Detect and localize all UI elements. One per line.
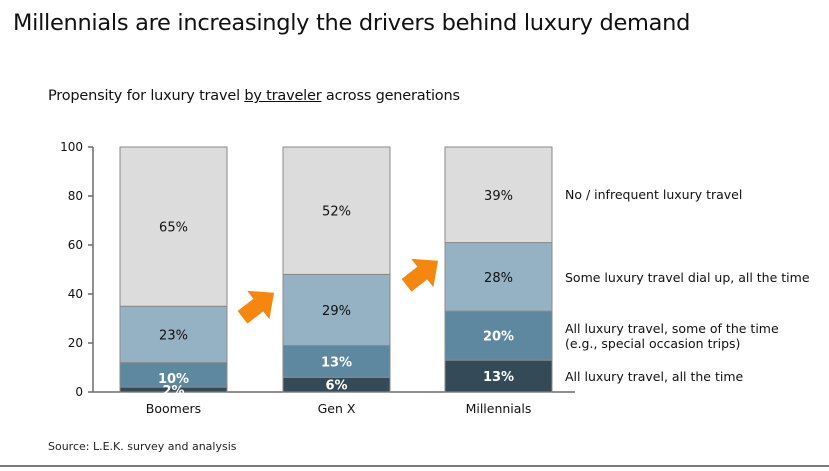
bars: 2%10% 23% 65% 6% 13% 29% 52% 13% 20% 28% 39% — [119, 146, 553, 399]
bar-segment — [119, 305, 228, 364]
y-tick-label: 20 — [68, 336, 83, 350]
bar-segment — [282, 344, 391, 378]
subtitle-text-underlined: by traveler — [244, 88, 322, 104]
x-tick-label: Boomers — [146, 401, 201, 416]
y-tick-label: 100 — [60, 140, 83, 154]
data-label: 65% — [159, 221, 188, 236]
data-label: 23% — [159, 328, 188, 343]
x-tick-label: Gen X — [318, 401, 356, 416]
bar-segment — [119, 146, 228, 307]
chart-subtitle: Propensity for luxury travel by traveler… — [48, 88, 460, 104]
data-label: 2% — [162, 384, 184, 399]
legend: All luxury travel, all the time All luxur… — [565, 187, 810, 384]
subtitle-text-pre: Propensity for luxury travel — [48, 88, 245, 104]
data-label: 20% — [483, 330, 514, 345]
subtitle-text-post: across generations — [321, 88, 460, 104]
trend-arrow-icon — [401, 258, 439, 292]
legend-entry: Some luxury travel dial up, all the time — [565, 270, 810, 285]
bar-segment — [444, 359, 553, 393]
x-tick-label: Millennials — [466, 401, 532, 416]
data-label: 13% — [483, 370, 514, 385]
data-label: 52% — [322, 205, 351, 220]
data-label: 29% — [322, 304, 351, 319]
bar-stack-millennials: 13% 20% 28% 39% — [444, 146, 553, 393]
data-label: 13% — [321, 355, 352, 370]
y-tick-label: 0 — [75, 385, 83, 399]
data-label: 28% — [484, 271, 513, 286]
trend-arrows — [237, 258, 439, 324]
bar-segment — [444, 242, 553, 312]
y-tick-label: 80 — [68, 189, 83, 203]
y-tick-label: 40 — [68, 287, 83, 301]
legend-entry: No / infrequent luxury travel — [565, 187, 742, 202]
data-label: 39% — [484, 189, 513, 204]
trend-arrow-icon — [237, 290, 275, 324]
y-tick-label: 60 — [68, 238, 83, 252]
source-note: Source: L.E.K. survey and analysis — [48, 440, 237, 453]
legend-entry: All luxury travel, some of the time — [565, 321, 779, 336]
bar-stack-boomers: 2%10% 23% 65% — [119, 146, 228, 399]
page-title: Millennials are increasingly the drivers… — [13, 10, 691, 36]
data-label: 10% — [158, 372, 189, 387]
bottom-divider — [0, 465, 829, 467]
bar-segment — [282, 273, 391, 346]
legend-entry: (e.g., special occasion trips) — [565, 336, 740, 351]
bar-segment — [444, 310, 553, 361]
bar-stack-gen-x: 6% 13% 29% 52% — [282, 146, 391, 394]
bar-segment — [444, 146, 553, 244]
data-label: 6% — [325, 379, 347, 394]
legend-entry: All luxury travel, all the time — [565, 369, 744, 384]
bar-segment — [282, 146, 391, 275]
x-axis-labels: Boomers Gen X Millennials — [146, 401, 532, 416]
